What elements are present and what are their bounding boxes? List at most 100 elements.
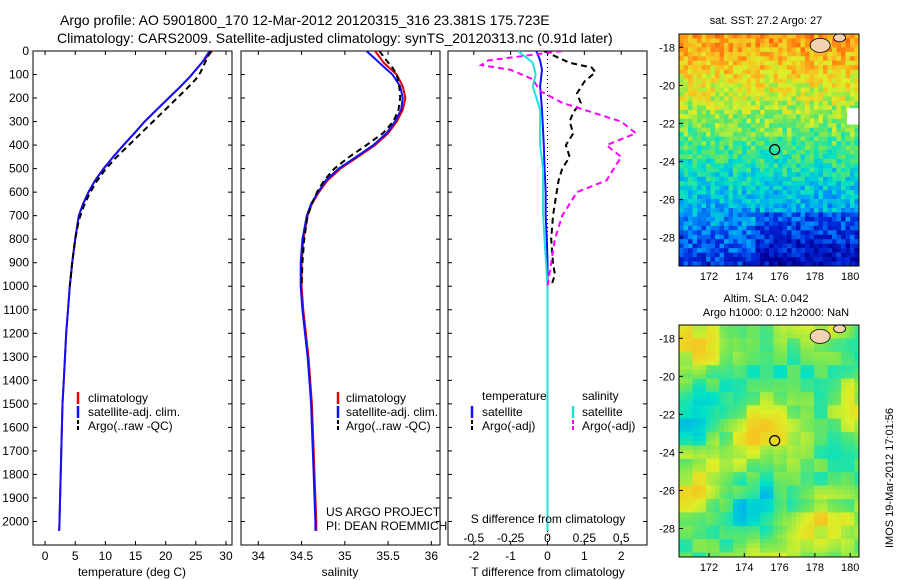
map-cell (773, 499, 779, 504)
map-cell (710, 333, 716, 339)
map-cell (679, 405, 684, 411)
map-cell (692, 548, 698, 553)
map-cell (701, 42, 707, 48)
map-cell (746, 405, 752, 411)
map-cell (733, 369, 738, 375)
project-label: US ARGO PROJECT (326, 505, 441, 519)
map-cell (827, 400, 833, 406)
map-cell (679, 409, 684, 415)
map-cell (818, 436, 824, 442)
map-cell (778, 56, 783, 62)
map-cell (746, 123, 752, 128)
map-cell (683, 203, 689, 209)
map-cell (791, 92, 797, 97)
map-cell (742, 132, 747, 137)
map-cell (764, 261, 770, 267)
map-cell (719, 132, 725, 137)
map-cell (809, 74, 815, 79)
map-cell (800, 516, 806, 522)
map-cell (832, 208, 837, 213)
map-cell (778, 405, 783, 411)
map-cell (800, 87, 806, 93)
x-tick-label: 0 (42, 549, 49, 563)
map-cell (850, 374, 855, 379)
map-cell (710, 378, 716, 384)
map-cell (773, 454, 779, 460)
map-cell (715, 248, 720, 253)
map-cell (710, 521, 716, 527)
map-cell (782, 463, 788, 469)
map-cell (805, 338, 810, 344)
map-cell (841, 123, 846, 128)
map-cell (679, 194, 684, 200)
map-cell (809, 463, 815, 469)
map-cell (800, 418, 806, 424)
map-cell (823, 356, 828, 361)
map-cell (706, 252, 711, 258)
map-cell (719, 525, 725, 531)
map-cell (836, 525, 842, 531)
map-cell (764, 167, 770, 173)
map-cell (746, 467, 752, 473)
map-cell (805, 225, 810, 231)
map-cell (787, 42, 792, 48)
map-cell (823, 432, 828, 437)
map-cell (719, 243, 725, 249)
map-cell (818, 248, 824, 253)
map-x-tick-label: 174 (735, 562, 753, 574)
map-cell (688, 136, 693, 142)
map-cell (823, 441, 828, 446)
map-cell (773, 400, 779, 406)
map-cell (845, 325, 851, 330)
x-tick2-label: 0.5 (613, 531, 630, 545)
map-cell (778, 378, 783, 384)
map-cell (854, 248, 860, 253)
map-cell (724, 507, 729, 513)
map-cell (728, 325, 734, 330)
map-cell (787, 400, 792, 406)
map-cell (769, 38, 774, 44)
map-cell (724, 163, 729, 169)
map-cell (742, 83, 747, 88)
map-cell (823, 83, 828, 88)
map-cell (715, 38, 720, 44)
map-cell (845, 347, 851, 353)
map-cell (854, 221, 860, 227)
map-cell (737, 325, 743, 330)
map-cell (701, 539, 707, 544)
map-cell (769, 145, 774, 151)
map-cell (832, 454, 837, 460)
map-cell (751, 432, 756, 437)
map-cell (841, 400, 846, 406)
map-cell (697, 199, 702, 204)
map-cell (697, 261, 702, 267)
map-cell (773, 141, 779, 146)
map-cell (737, 221, 743, 227)
map-cell (742, 230, 747, 236)
map-cell (791, 69, 797, 75)
map-cell (710, 252, 716, 258)
map-cell (688, 127, 693, 133)
map-cell (719, 414, 725, 419)
map-cell (706, 163, 711, 169)
map-cell (760, 221, 765, 227)
map-cell (751, 199, 756, 204)
map-cell (773, 38, 779, 44)
map-cell (733, 356, 738, 361)
map-cell (719, 530, 725, 535)
map-cell (841, 463, 846, 469)
map-cell (692, 427, 698, 433)
map-cell (787, 454, 792, 460)
map-cell (818, 252, 824, 258)
map-cell (805, 239, 810, 244)
map-cell (854, 383, 860, 388)
map-cell (791, 100, 797, 106)
map-cell (715, 436, 720, 442)
map-cell (697, 525, 702, 531)
map-cell (796, 552, 801, 558)
map-cell (764, 476, 770, 482)
map-cell (809, 190, 815, 195)
map-cell (733, 136, 738, 142)
map-cell (782, 69, 788, 75)
y-tick-label: 0 (22, 44, 29, 58)
